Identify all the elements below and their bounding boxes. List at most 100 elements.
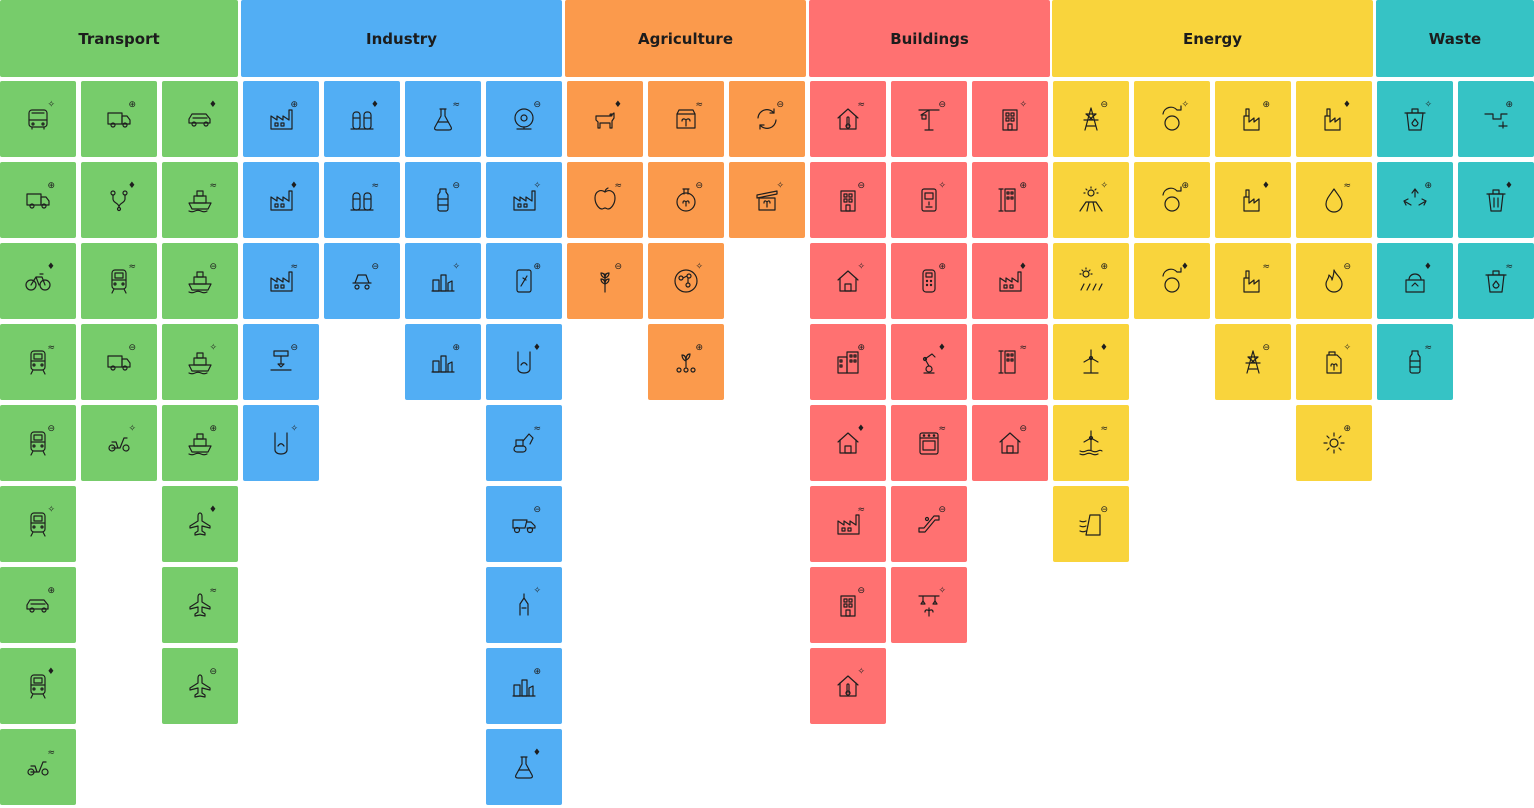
tile-bio-power-plant[interactable]: ♦: [1215, 162, 1291, 238]
tile-electric-train[interactable]: ♦: [0, 648, 76, 724]
tile-fertilizer-flask[interactable]: ⊖: [648, 162, 724, 238]
tile-sunny-building[interactable]: ⊖: [810, 162, 886, 238]
tile-offshore-wind[interactable]: ≈: [1053, 405, 1129, 481]
tile-train[interactable]: ⊖: [0, 405, 76, 481]
tile-eco-power-plant[interactable]: ♦: [1296, 81, 1372, 157]
tile-water-dispenser[interactable]: ✧: [891, 162, 967, 238]
tile-wind-turbine[interactable]: ♦: [1053, 324, 1129, 400]
tile-water-energy[interactable]: ≈: [1296, 162, 1372, 238]
tile-bicycle[interactable]: ♦: [0, 243, 76, 319]
tile-beaker-leaf[interactable]: ♦: [486, 324, 562, 400]
tile-molecule-cycle[interactable]: ✧: [648, 243, 724, 319]
tile-solar-farm[interactable]: ⊕: [1053, 243, 1129, 319]
tile-seed-bag[interactable]: ≈: [648, 81, 724, 157]
tile-smart-lighting[interactable]: ✧: [891, 567, 967, 643]
tile-excavator[interactable]: ≈: [486, 405, 562, 481]
tile-gas-flame[interactable]: ⊖: [1296, 243, 1372, 319]
tile-car[interactable]: ⊕: [0, 567, 76, 643]
tile-payment-terminal[interactable]: ⊕: [891, 243, 967, 319]
tile-airplane-takeoff[interactable]: ⊖: [162, 648, 238, 724]
tile-green-pickup[interactable]: ♦: [162, 81, 238, 157]
tile-construction-crane[interactable]: ⊖: [891, 81, 967, 157]
tile-eco-factory[interactable]: ♦: [243, 162, 319, 238]
tile-ev-charging[interactable]: ✧: [0, 486, 76, 562]
tile-cable-reel[interactable]: ⊖: [486, 81, 562, 157]
tile-home-temperature[interactable]: ✧: [810, 648, 886, 724]
tile-apartment-block[interactable]: ⊕: [810, 324, 886, 400]
tile-robotic-arm[interactable]: ♦: [891, 324, 967, 400]
tile-electric-motorbike[interactable]: ≈: [0, 729, 76, 805]
tile-measured-house[interactable]: ⊖: [972, 405, 1048, 481]
tile-bio-cycle[interactable]: ♦: [1134, 243, 1210, 319]
accent-mark-icon: ≈: [1505, 262, 1513, 272]
tile-heated-building[interactable]: ⊖: [810, 567, 886, 643]
tile-recyclable-bottle[interactable]: ≈: [1377, 324, 1453, 400]
tile-van[interactable]: ⊖: [81, 324, 157, 400]
tile-nuclear-plant[interactable]: ≈: [1215, 243, 1291, 319]
tile-chemistry-flask[interactable]: ♦: [486, 729, 562, 805]
tile-wheat[interactable]: ⊖: [567, 243, 643, 319]
tile-dump-truck[interactable]: ⊖: [486, 486, 562, 562]
tile-refinery[interactable]: ✧: [405, 243, 481, 319]
tile-water-treatment[interactable]: ✧: [243, 405, 319, 481]
tile-waste-pipe[interactable]: ⊕: [1458, 81, 1534, 157]
tile-3d-printer[interactable]: ⊖: [243, 324, 319, 400]
tile-hydro-dam[interactable]: ⊖: [1053, 486, 1129, 562]
tile-factory-water[interactable]: ≈: [243, 243, 319, 319]
tile-transmission-tower[interactable]: ⊖: [1215, 324, 1291, 400]
tile-compost-bin[interactable]: ≈: [1458, 243, 1534, 319]
tile-sprouts[interactable]: ⊕: [648, 324, 724, 400]
tile-tall-building[interactable]: ⊕: [972, 162, 1048, 238]
tile-biofuel-can[interactable]: ✧: [1296, 324, 1372, 400]
tile-power-pylon[interactable]: ⊖: [1053, 81, 1129, 157]
tile-factory[interactable]: ⊕: [243, 81, 319, 157]
tile-green-silos[interactable]: ≈: [324, 162, 400, 238]
tile-smart-device[interactable]: ⊕: [486, 243, 562, 319]
tile-warm-house[interactable]: ♦: [810, 405, 886, 481]
tile-delivery-van[interactable]: ⊕: [81, 81, 157, 157]
tile-lab-flask[interactable]: ≈: [405, 81, 481, 157]
tile-recycled-bottle[interactable]: ⊖: [405, 162, 481, 238]
tile-apple-core[interactable]: ≈: [567, 162, 643, 238]
tile-home-thermostat[interactable]: ≈: [810, 81, 886, 157]
tile-small-factory[interactable]: ✧: [486, 162, 562, 238]
tile-bus[interactable]: ✧: [0, 81, 76, 157]
accent-mark-icon: ≈: [533, 424, 541, 434]
tile-passenger-ship[interactable]: ⊕: [162, 405, 238, 481]
tile-mining-drill[interactable]: ✧: [486, 567, 562, 643]
tile-heat-cycle[interactable]: ✧: [1134, 81, 1210, 157]
tile-route-pins[interactable]: ♦: [81, 162, 157, 238]
tile-rail-car[interactable]: ≈: [81, 243, 157, 319]
tile-eco-airplane[interactable]: ≈: [162, 567, 238, 643]
tile-oil-refinery[interactable]: ⊕: [486, 648, 562, 724]
tile-crate[interactable]: ✧: [729, 162, 805, 238]
tile-factory-heat[interactable]: ≈: [810, 486, 886, 562]
tile-energy-cycle[interactable]: ⊕: [1134, 162, 1210, 238]
tile-sorting-bin[interactable]: ♦: [1377, 243, 1453, 319]
tile-cow[interactable]: ♦: [567, 81, 643, 157]
tile-cruise-ship[interactable]: ✧: [162, 324, 238, 400]
tile-recycle[interactable]: ⊕: [1377, 162, 1453, 238]
tile-cement-mixer[interactable]: ⊖: [324, 243, 400, 319]
tile-compost-cycle[interactable]: ⊖: [729, 81, 805, 157]
tile-power-plant[interactable]: ⊕: [1215, 81, 1291, 157]
tile-airplane[interactable]: ♦: [162, 486, 238, 562]
tile-cargo-bike[interactable]: ✧: [81, 405, 157, 481]
accent-mark-icon: ✧: [128, 424, 136, 434]
tile-solar-panels[interactable]: ✧: [1053, 162, 1129, 238]
tile-office-tower[interactable]: ≈: [972, 324, 1048, 400]
tile-chemical-plant[interactable]: ⊕: [405, 324, 481, 400]
tile-green-building[interactable]: ✧: [972, 81, 1048, 157]
tile-trash-can[interactable]: ♦: [1458, 162, 1534, 238]
tile-factory-building[interactable]: ♦: [972, 243, 1048, 319]
tile-smart-home[interactable]: ✧: [810, 243, 886, 319]
tile-silos[interactable]: ♦: [324, 81, 400, 157]
tile-cargo-ship[interactable]: ≈: [162, 162, 238, 238]
tile-escalator[interactable]: ⊖: [891, 486, 967, 562]
tile-delivery-truck[interactable]: ⊕: [0, 162, 76, 238]
tile-waste-bin[interactable]: ✧: [1377, 81, 1453, 157]
tile-stove[interactable]: ≈: [891, 405, 967, 481]
tile-electric-truck[interactable]: ≈: [0, 324, 76, 400]
tile-sun-heat[interactable]: ⊕: [1296, 405, 1372, 481]
tile-ferry[interactable]: ⊖: [162, 243, 238, 319]
